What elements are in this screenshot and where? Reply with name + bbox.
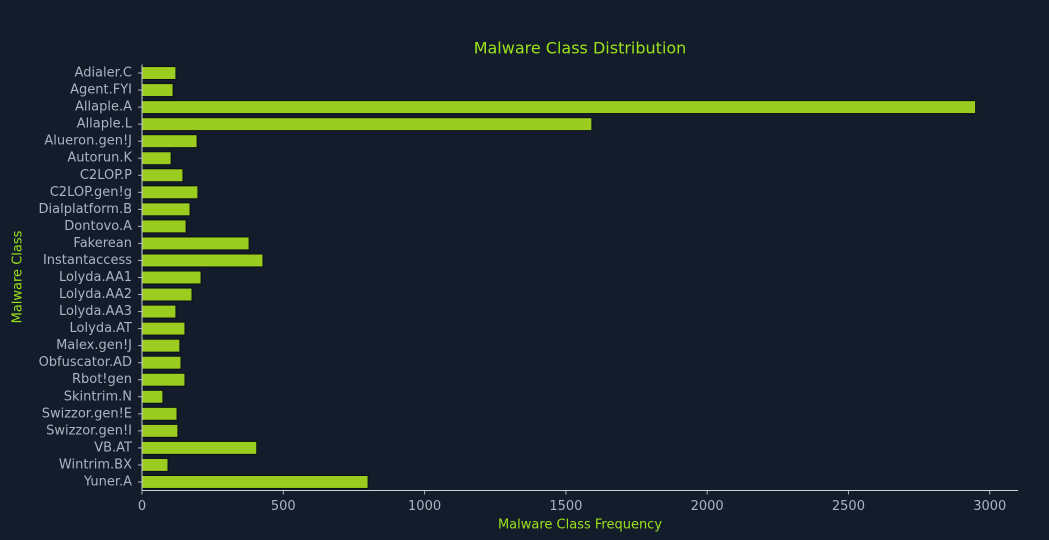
bar bbox=[141, 100, 977, 115]
y-tick-label: C2LOP.P bbox=[80, 168, 132, 183]
bar bbox=[141, 389, 164, 404]
y-tick-label: Malex.gen!J bbox=[56, 338, 132, 353]
bar bbox=[141, 185, 199, 200]
bar bbox=[141, 134, 198, 149]
y-tick-label: Allaple.A bbox=[75, 100, 132, 115]
y-tick-label: Lolyda.AA3 bbox=[59, 304, 132, 319]
bar bbox=[141, 406, 178, 421]
y-tick-label: Dialplatform.B bbox=[39, 202, 133, 217]
bar bbox=[141, 287, 193, 302]
y-tick-label: Rbot!gen bbox=[72, 372, 132, 387]
y-tick-label: Obfuscator.AD bbox=[39, 355, 132, 370]
bar bbox=[141, 338, 181, 353]
bar bbox=[141, 117, 593, 132]
y-tick-label: Lolyda.AA1 bbox=[59, 270, 132, 285]
bar bbox=[141, 372, 186, 387]
x-tick-label: 1500 bbox=[549, 499, 582, 514]
bar bbox=[141, 304, 177, 319]
bar bbox=[141, 457, 169, 472]
bar bbox=[141, 253, 264, 268]
y-tick-label: Autorun.K bbox=[67, 151, 132, 166]
y-tick-label: Lolyda.AT bbox=[70, 321, 133, 336]
x-tick-label: 500 bbox=[271, 499, 296, 514]
x-tick-label: 1000 bbox=[408, 499, 441, 514]
bar bbox=[141, 83, 174, 98]
bar bbox=[141, 219, 187, 234]
y-tick-label: Swizzor.gen!I bbox=[46, 423, 132, 438]
bar bbox=[141, 423, 179, 438]
y-tick-label: Allaple.L bbox=[77, 117, 133, 132]
y-tick-label: Wintrim.BX bbox=[59, 457, 132, 472]
y-tick-label: Skintrim.N bbox=[64, 389, 132, 404]
y-tick-label: Adialer.C bbox=[75, 66, 132, 81]
y-tick-label: Agent.FYI bbox=[70, 83, 132, 98]
x-tick-label: 2500 bbox=[832, 499, 865, 514]
y-tick-label: Yuner.A bbox=[83, 474, 132, 489]
bar bbox=[141, 475, 369, 489]
bar bbox=[141, 151, 172, 166]
x-tick-label: 3000 bbox=[973, 499, 1006, 514]
y-tick-label: Lolyda.AA2 bbox=[59, 287, 132, 302]
y-axis-label: Malware Class bbox=[11, 230, 26, 323]
y-tick-label: VB.AT bbox=[94, 440, 132, 455]
bar bbox=[141, 66, 177, 80]
x-tick-label: 2000 bbox=[691, 499, 724, 514]
y-tick-label: Dontovo.A bbox=[64, 219, 132, 234]
y-tick-label: Fakerean bbox=[73, 236, 132, 251]
x-axis-label: Malware Class Frequency bbox=[498, 518, 662, 533]
bar bbox=[141, 355, 182, 370]
bar bbox=[141, 440, 258, 455]
x-tick-label: 0 bbox=[138, 499, 146, 514]
chart-title: Malware Class Distribution bbox=[474, 39, 687, 58]
bar bbox=[141, 270, 202, 285]
bar bbox=[141, 236, 250, 251]
bar bbox=[141, 321, 186, 336]
y-tick-label: Alueron.gen!J bbox=[44, 134, 132, 149]
y-tick-label: Instantaccess bbox=[43, 253, 132, 268]
y-tick-label: C2LOP.gen!g bbox=[50, 185, 132, 200]
y-tick-label: Swizzor.gen!E bbox=[42, 406, 132, 421]
bar bbox=[141, 202, 191, 217]
bar bbox=[141, 168, 184, 183]
